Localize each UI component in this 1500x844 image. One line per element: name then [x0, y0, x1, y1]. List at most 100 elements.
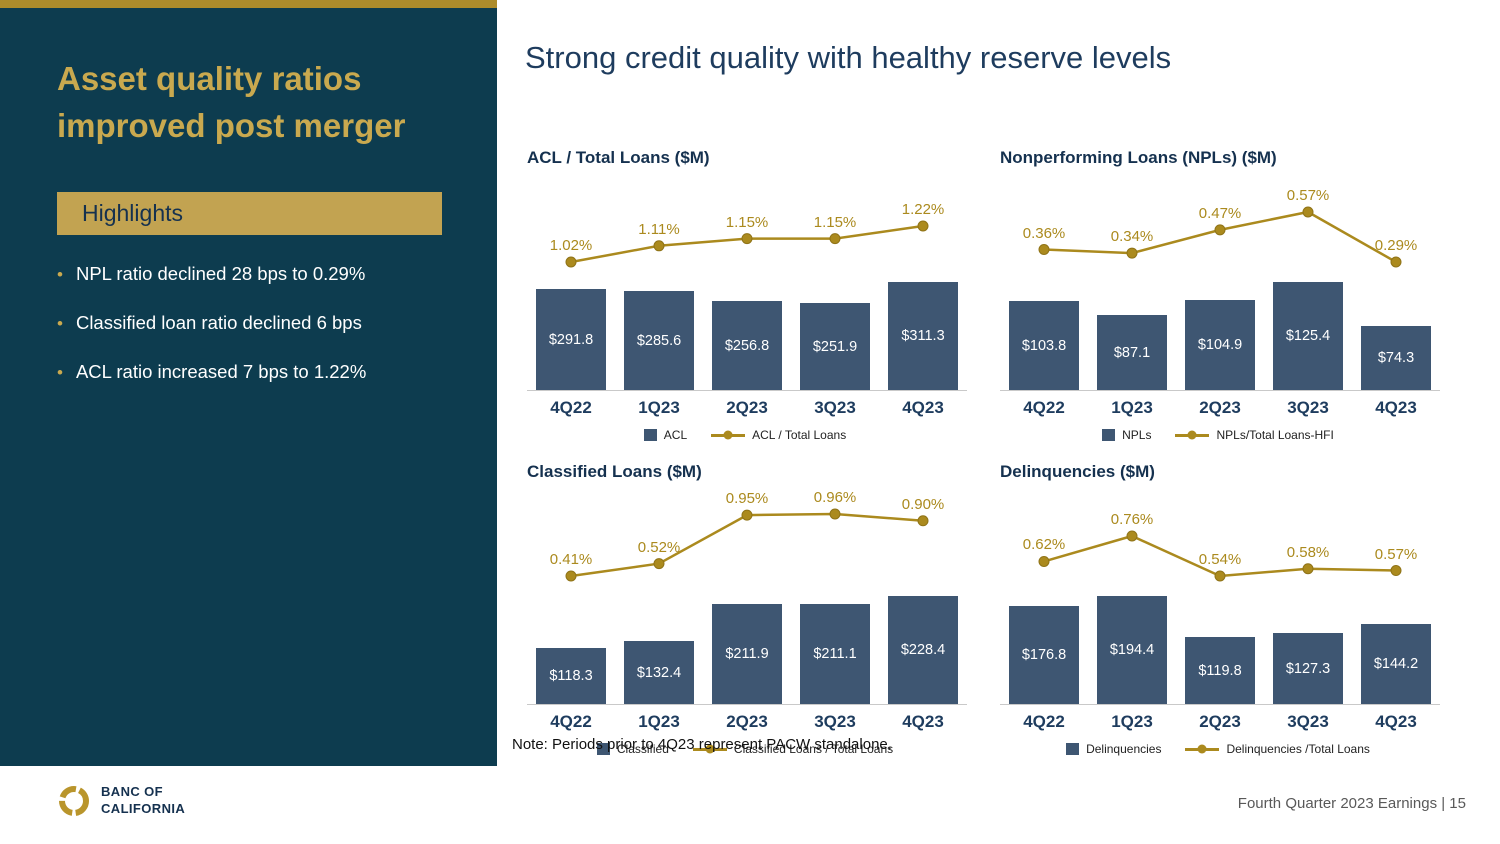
chart-plot-area: $176.8 $194.4 $119.8 $127.3 $144.2 0.62% 0.76%…: [1000, 492, 1440, 705]
x-axis-label: 3Q23: [814, 712, 856, 731]
highlight-bullet: • NPL ratio declined 28 bps to 0.29%: [57, 263, 447, 285]
top-accent-bar: [0, 0, 497, 8]
x-axis-label: 1Q23: [1111, 398, 1153, 417]
line-point-label: 1.22%: [901, 201, 945, 218]
x-axis: 4Q22 1Q23 2Q23 3Q23 4Q23: [527, 391, 967, 418]
charts-grid: ACL / Total Loans ($M) $291.8 $285.6 $256.8…: [523, 148, 1469, 756]
line-marker-icon: [1390, 565, 1402, 577]
line-point-label: 0.36%: [1022, 224, 1066, 242]
chart-title: Nonperforming Loans (NPLs) ($M): [1000, 148, 1277, 167]
bar-value-label: $104.9: [1197, 337, 1243, 353]
legend-label: NPLs/Total Loans-HFI: [1216, 428, 1334, 442]
line-marker-icon: [1390, 256, 1402, 268]
x-axis-label: 2Q23: [1199, 398, 1241, 417]
line-marker-icon: [653, 240, 665, 252]
line-swatch-icon: [692, 744, 727, 754]
company-logo: BANC OF CALIFORNIA: [57, 784, 185, 818]
line-marker-icon: [829, 508, 841, 520]
x-axis: 4Q22 1Q23 2Q23 3Q23 4Q23: [527, 705, 967, 732]
bar-value-label: $125.4: [1285, 328, 1331, 344]
bar-value-label: $194.4: [1109, 642, 1155, 658]
left-sidebar: Asset quality ratios improved post merge…: [0, 8, 497, 766]
line-point-label: 0.62%: [1022, 536, 1066, 554]
x-axis: 4Q22 1Q23 2Q23 3Q23 4Q23: [1000, 705, 1440, 732]
bar: $103.8: [1009, 301, 1079, 390]
bar-value-label: $311.3: [901, 328, 945, 344]
line-marker-icon: [1126, 247, 1138, 259]
bar-value-label: $119.8: [1198, 662, 1242, 679]
legend-label: Delinquencies: [1086, 742, 1162, 756]
bar: $118.3: [536, 648, 606, 704]
bar: $251.9: [800, 303, 870, 390]
x-axis-label: 4Q23: [902, 398, 944, 417]
line-marker-icon: [565, 570, 577, 582]
x-axis-label: 2Q23: [726, 712, 768, 731]
bar-value-label: $285.6: [636, 332, 682, 349]
bar-value-label: $176.8: [1021, 647, 1067, 663]
bullet-icon: •: [57, 264, 63, 284]
chart-classified-loans: Classified Loans ($M) $118.3 $132.4 $211.9 $…: [523, 462, 983, 756]
legend-item-line: NPLs/Total Loans-HFI: [1175, 428, 1334, 442]
side-panel-title: Asset quality ratios improved post merge…: [57, 60, 406, 144]
chart-legend: Classified Classified Loans / Total Loans: [523, 742, 967, 756]
line-marker-icon: [829, 233, 841, 245]
legend-item-line: Delinquencies /Total Loans: [1185, 742, 1370, 756]
bar-value-label: $118.3: [549, 668, 593, 684]
line-marker-icon: [917, 220, 929, 232]
bar-swatch-icon: [643, 429, 657, 441]
line-marker-icon: [1302, 206, 1314, 218]
chart-acl-total-loans: ACL / Total Loans ($M) $291.8 $285.6 $256.8…: [523, 148, 983, 442]
bar: $256.8: [712, 301, 782, 390]
chart-plot-area: $103.8 $87.1 $104.9 $125.4 $74.3 0.36% 0.34% 0.…: [1000, 178, 1440, 391]
bar: $132.4: [624, 641, 694, 704]
legend-item-bar: Classified: [596, 742, 669, 756]
line-point-label: 0.57%: [1286, 187, 1330, 204]
bar: $228.4: [888, 596, 958, 704]
legend-item-line: ACL / Total Loans: [711, 428, 846, 442]
bar-value-label: $211.9: [725, 646, 769, 662]
line-point-label: 0.58%: [1286, 543, 1330, 561]
logo-text: BANC OF CALIFORNIA: [101, 784, 185, 818]
line-marker-icon: [741, 233, 753, 245]
legend-label: Classified Loans / Total Loans: [733, 742, 894, 756]
bar: $291.8: [536, 289, 606, 390]
bar: $74.3: [1361, 326, 1431, 390]
x-axis-label: 4Q22: [550, 712, 592, 731]
line-marker-icon: [653, 558, 665, 570]
highlights-header: Highlights: [57, 191, 442, 235]
bar: $119.8: [1185, 637, 1255, 704]
line-point-label: 0.54%: [1198, 551, 1242, 568]
x-axis-label: 2Q23: [726, 398, 768, 417]
bar-swatch-icon: [596, 743, 610, 755]
chart-legend: ACL ACL / Total Loans: [523, 428, 967, 442]
legend-item-bar: NPLs: [1102, 428, 1151, 442]
x-axis-label: 3Q23: [1287, 712, 1329, 731]
bar: $144.2: [1361, 624, 1431, 704]
line-swatch-icon: [1185, 744, 1220, 754]
bar-value-label: $211.1: [813, 646, 857, 662]
line-point-label: 0.57%: [1374, 545, 1418, 563]
chart-delinquencies: Delinquencies ($M) $176.8 $194.4 $119.8 $127…: [996, 462, 1456, 756]
legend-label: ACL / Total Loans: [752, 428, 847, 442]
x-axis-label: 3Q23: [1287, 398, 1329, 417]
x-axis: 4Q22 1Q23 2Q23 3Q23 4Q23: [1000, 391, 1440, 418]
x-axis-label: 3Q23: [814, 398, 856, 417]
bullet-icon: •: [57, 362, 63, 382]
x-axis-label: 2Q23: [1199, 712, 1241, 731]
line-point-label: 1.02%: [549, 237, 593, 254]
bullet-text: Classified loan ratio declined 6 bps: [75, 311, 362, 333]
footer: BANC OF CALIFORNIA Fourth Quarter 2023 E…: [0, 766, 1500, 844]
line-swatch-icon: [1175, 430, 1210, 440]
line-marker-icon: [565, 256, 577, 268]
bar-value-label: $127.3: [1285, 660, 1331, 677]
chart-title: Delinquencies ($M): [1000, 462, 1155, 481]
chart-plot-area: $118.3 $132.4 $211.9 $211.1 $228.4 0.41% 0.52%…: [527, 489, 967, 705]
legend-item-bar: Delinquencies: [1066, 742, 1161, 756]
bar: $311.3: [888, 282, 958, 390]
line-point-label: 0.90%: [901, 495, 945, 513]
line-marker-icon: [1038, 244, 1050, 255]
bar-swatch-icon: [1102, 429, 1116, 441]
line-point-label: 0.47%: [1198, 204, 1242, 222]
legend-label: Delinquencies /Total Loans: [1226, 742, 1370, 756]
bullet-text: NPL ratio declined 28 bps to 0.29%: [75, 262, 366, 284]
